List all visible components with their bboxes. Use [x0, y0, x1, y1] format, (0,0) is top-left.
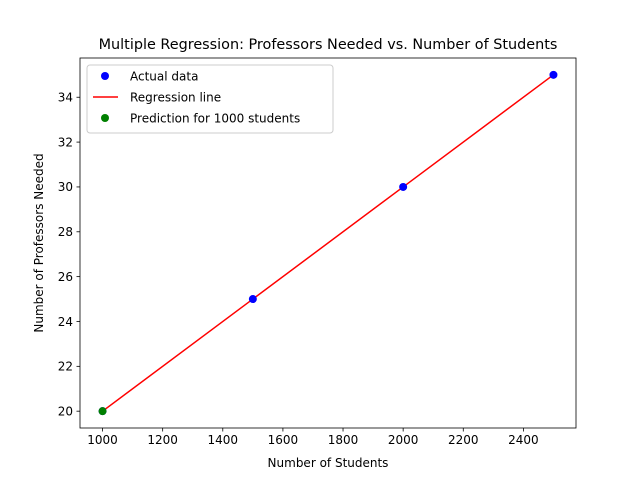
prediction-point	[98, 407, 107, 416]
legend: Actual data Regression line Prediction for…	[86, 64, 334, 134]
y-tick-label: 20	[58, 404, 73, 418]
legend-label: Prediction for 1000 students	[130, 111, 300, 125]
x-tick-label: 1400	[208, 433, 239, 447]
legend-marker-swatch	[101, 72, 109, 80]
x-tick-label: 1200	[147, 433, 178, 447]
x-axis: 1000 1200 1400 1600 1800 2000 2200 2400	[87, 428, 539, 447]
y-axis-label: Number of Professors Needed	[32, 153, 46, 332]
actual-data-point	[399, 182, 408, 191]
data-layer	[98, 70, 558, 416]
regression-line	[102, 74, 554, 412]
legend-label: Actual data	[130, 69, 198, 83]
y-tick-label: 28	[58, 225, 73, 239]
plot-frame	[79, 57, 577, 429]
y-tick-label: 22	[58, 360, 73, 374]
y-axis: 20 22 24 26 28 30 32 34	[58, 91, 80, 418]
y-tick-label: 32	[58, 135, 73, 149]
x-tick-label: 2000	[388, 433, 419, 447]
actual-data-point	[248, 295, 257, 304]
x-tick-label: 1600	[268, 433, 299, 447]
x-tick-label: 2400	[508, 433, 539, 447]
legend-marker-swatch	[101, 114, 109, 122]
y-tick-label: 24	[58, 315, 73, 329]
legend-box	[86, 64, 334, 134]
x-tick-label: 2200	[448, 433, 479, 447]
x-tick-label: 1800	[328, 433, 359, 447]
x-axis-label: Number of Students	[268, 456, 389, 470]
y-tick-label: 34	[58, 91, 73, 105]
chart-title: Multiple Regression: Professors Needed v…	[99, 37, 558, 53]
x-tick-label: 1000	[87, 433, 118, 447]
actual-data-point	[549, 70, 558, 79]
legend-label: Regression line	[130, 90, 221, 104]
y-tick-label: 26	[58, 270, 73, 284]
y-tick-label: 30	[58, 180, 73, 194]
